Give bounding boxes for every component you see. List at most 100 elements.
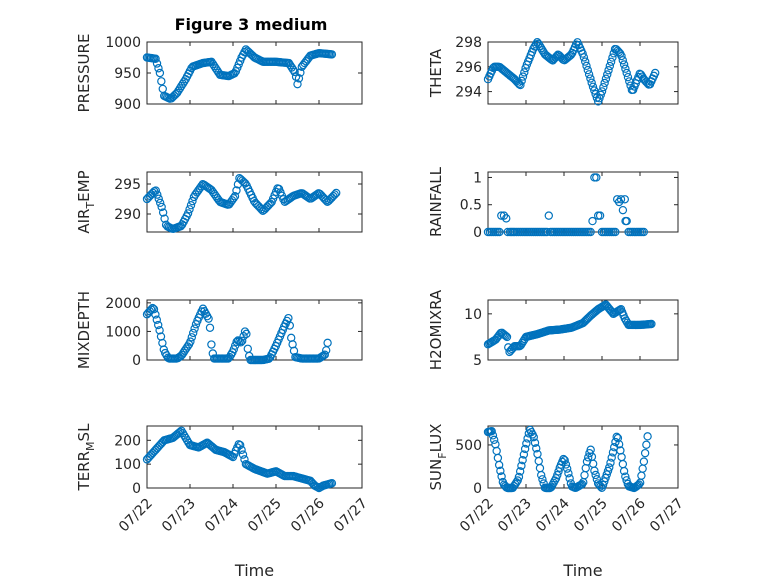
- data-point: [587, 78, 596, 87]
- data-point: [237, 336, 247, 346]
- data-point: [620, 314, 630, 323]
- axes-box: [487, 171, 679, 233]
- subplot-5: 0 1000 2000 MIXDEPTH: [75, 291, 363, 369]
- data-point: [647, 319, 656, 329]
- data-point: [499, 211, 509, 220]
- data-point: [179, 348, 188, 357]
- data-point: [239, 332, 248, 341]
- data-point: [172, 88, 182, 98]
- data-point: [651, 68, 660, 78]
- data-point: [612, 432, 621, 442]
- data-point: [599, 82, 608, 92]
- data-point: [230, 192, 240, 201]
- y-tick-label: 298: [455, 35, 482, 51]
- data-point: [213, 66, 222, 75]
- y-tick-label: 900: [114, 97, 141, 113]
- data-point: [242, 329, 251, 339]
- data-point: [190, 324, 199, 333]
- data-point: [639, 227, 649, 237]
- subplot-6: 5 10 H2OMIXRA: [427, 289, 679, 370]
- data-point: [489, 435, 499, 445]
- data-point: [553, 470, 562, 480]
- subplot-4: 0 0.5 1 RAINFALL: [427, 166, 679, 241]
- data-point: [501, 331, 510, 341]
- data-point: [584, 453, 593, 462]
- data-point: [187, 333, 196, 342]
- y-axis-label: PRESSURE: [75, 34, 93, 113]
- data-point: [487, 426, 496, 436]
- data-point: [157, 202, 166, 212]
- data-point: [619, 60, 629, 69]
- data-point: [323, 338, 332, 348]
- y-label-part: AIR: [75, 209, 93, 234]
- data-point: [232, 337, 241, 347]
- data-point: [284, 58, 294, 68]
- data-point: [188, 328, 198, 338]
- y-tick-label: 5: [473, 353, 482, 369]
- data-point: [523, 434, 532, 443]
- data-point: [588, 82, 598, 91]
- data-point: [607, 453, 616, 462]
- data-point: [512, 478, 521, 487]
- x-tick-label: 07/25: [245, 496, 285, 536]
- y-tick-label: 1000: [105, 324, 141, 340]
- y-label-part: PRESSURE: [75, 34, 93, 113]
- data-point: [536, 43, 546, 53]
- data-point: [597, 87, 607, 96]
- data-point: [186, 337, 195, 346]
- data-point: [520, 68, 529, 77]
- subplot-2: 294 296 298 THETA: [427, 35, 679, 106]
- data-point: [155, 68, 165, 78]
- data-point: [595, 211, 605, 220]
- y-label-part: SUN: [427, 459, 445, 491]
- y-label-part: THETA: [427, 48, 445, 98]
- data-point: [622, 216, 631, 226]
- y-tick-label: 950: [114, 66, 141, 82]
- data-point: [513, 78, 523, 87]
- axes-box: [487, 299, 679, 361]
- data-point: [586, 74, 595, 83]
- y-label-part: LUX: [427, 424, 445, 453]
- data-point: [296, 68, 305, 77]
- data-point: [183, 342, 192, 351]
- x-tick-label: 07/27: [331, 496, 371, 536]
- y-label-subscript: M: [84, 441, 97, 451]
- data-point: [495, 330, 504, 339]
- data-point: [293, 79, 302, 89]
- data-point: [640, 448, 650, 458]
- data-point: [582, 61, 591, 71]
- data-point: [586, 227, 595, 237]
- data-point: [591, 470, 600, 480]
- data-point: [152, 59, 162, 68]
- x-tick-label: 07/23: [159, 496, 199, 536]
- data-point: [592, 173, 601, 182]
- data-point: [175, 84, 185, 93]
- x-tick-label: 07/22: [457, 496, 497, 536]
- data-point: [170, 91, 179, 100]
- y-label-subscript: T: [84, 202, 97, 210]
- data-point: [578, 49, 587, 58]
- data-point: [619, 466, 629, 476]
- data-point: [590, 86, 599, 95]
- x-tick-label: 07/22: [116, 496, 156, 536]
- y-tick-label: 0: [132, 481, 141, 497]
- data-point: [614, 440, 624, 449]
- y-tick-label: 200: [114, 433, 141, 449]
- y-label-subscript: F: [436, 452, 449, 458]
- data-point: [500, 330, 509, 340]
- data-point: [516, 340, 526, 350]
- data-point: [181, 344, 191, 353]
- data-point: [613, 46, 622, 55]
- data-point: [600, 477, 609, 486]
- y-tick-label: 0: [132, 353, 141, 369]
- y-tick-label: 290: [114, 207, 141, 223]
- data-point: [494, 460, 504, 470]
- data-point: [207, 340, 216, 349]
- data-point: [238, 450, 248, 459]
- data-point: [155, 198, 165, 208]
- x-tick-label: 07/26: [288, 495, 328, 535]
- data-point: [544, 211, 554, 220]
- data-point: [617, 51, 626, 61]
- data-point: [560, 456, 569, 465]
